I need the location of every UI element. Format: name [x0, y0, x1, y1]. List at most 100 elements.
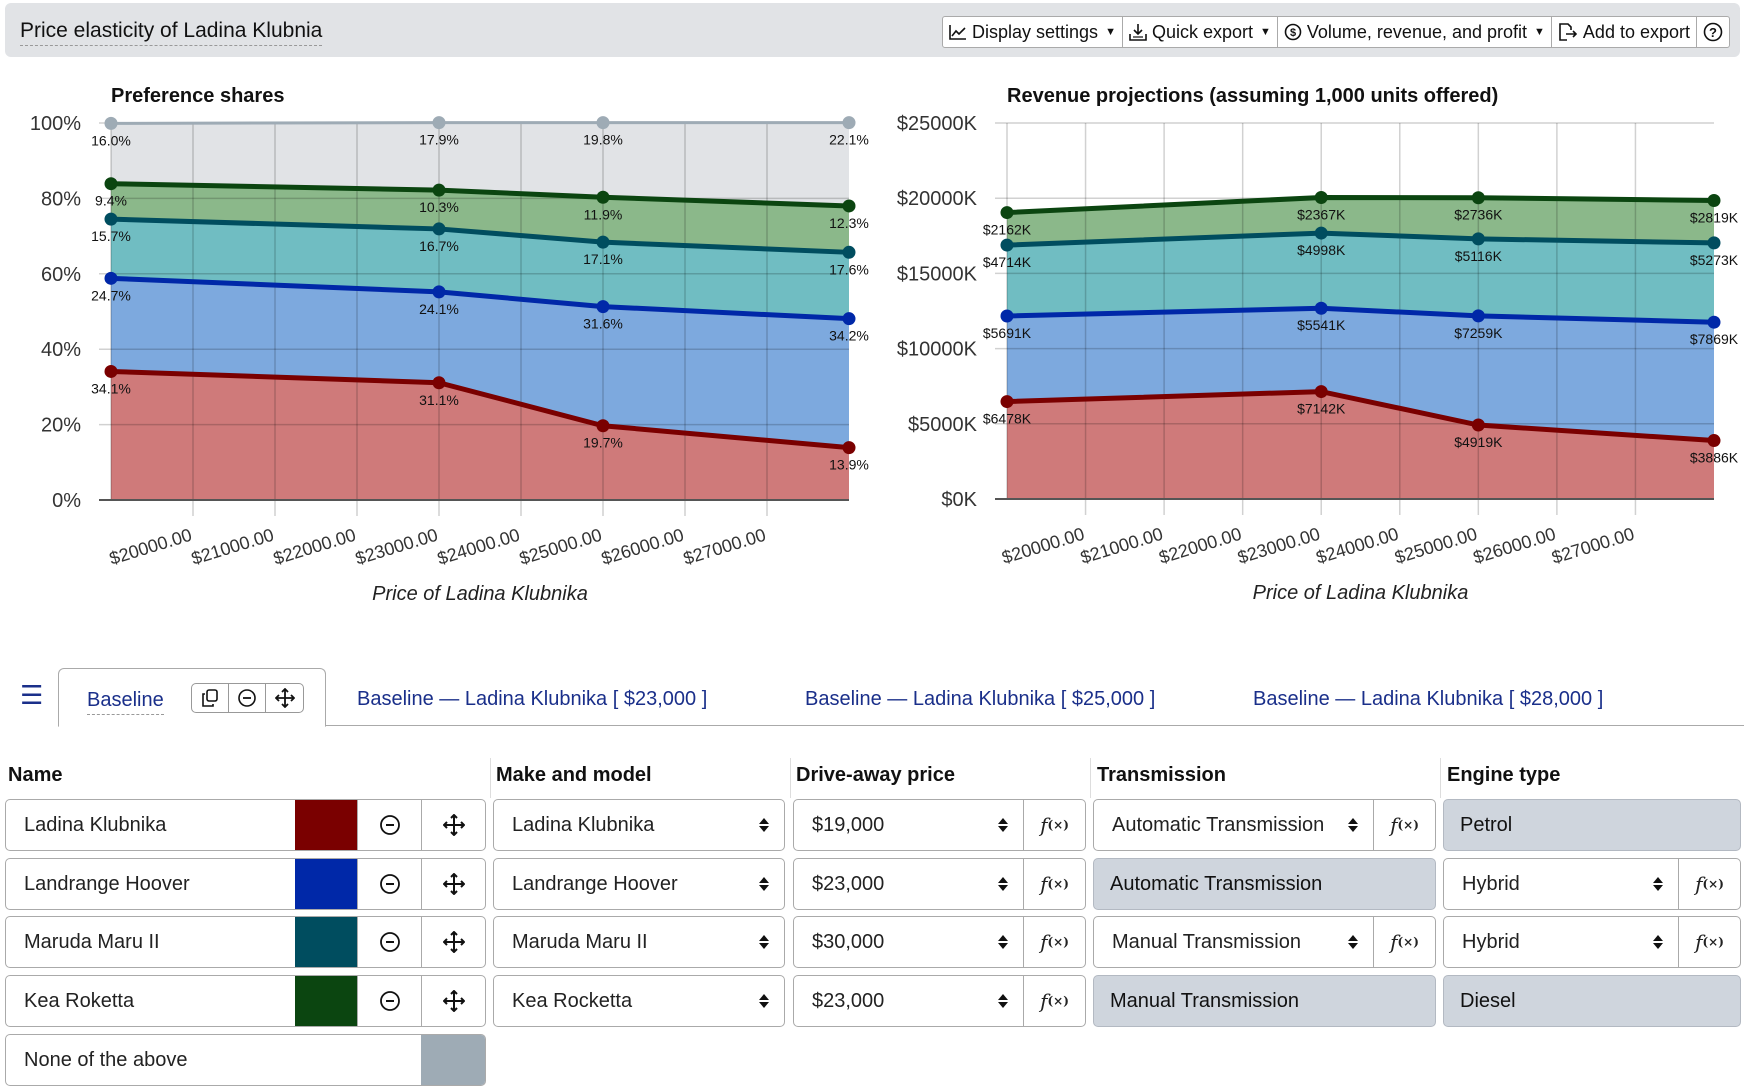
data-point-landrange[interactable] — [1471, 309, 1485, 323]
data-point-kea[interactable] — [1314, 190, 1328, 204]
data-point-kea[interactable] — [1471, 191, 1485, 205]
formula-button[interactable]: f (×) — [1373, 800, 1435, 850]
data-point-ladina[interactable] — [1707, 434, 1721, 448]
color-swatch[interactable] — [295, 800, 357, 850]
display-settings-button[interactable]: Display settings ▼ — [943, 17, 1123, 47]
color-swatch[interactable] — [295, 917, 357, 967]
help-button[interactable]: ? — [1697, 17, 1729, 47]
tab-baseline-label[interactable]: Baseline — [87, 689, 164, 715]
transmission-select[interactable]: Manual Transmission f (×) — [1093, 916, 1436, 968]
engine-select[interactable]: Hybrid f (×) — [1443, 916, 1741, 968]
data-point-kea[interactable] — [596, 190, 610, 204]
tab-price-25000[interactable]: Baseline — Ladina Klubnika [ $25,000 ] — [805, 688, 1156, 710]
data-point-ladina[interactable] — [842, 441, 856, 455]
data-point-ladina[interactable] — [1314, 385, 1328, 399]
remove-circle-icon[interactable] — [229, 684, 266, 712]
data-point-ladina[interactable] — [1000, 395, 1014, 409]
data-point-landrange[interactable] — [1314, 301, 1328, 315]
x-tick-label: $22000.00 — [271, 525, 358, 569]
duplicate-icon[interactable] — [192, 684, 229, 712]
data-point-maruda[interactable] — [842, 245, 856, 259]
transmission-select[interactable]: Automatic Transmission f (×) — [1093, 799, 1436, 851]
make-select[interactable]: Kea Rocketta — [493, 975, 785, 1027]
tab-baseline[interactable]: Baseline — [58, 668, 326, 727]
formula-button[interactable]: f (×) — [1678, 859, 1740, 909]
formula-button[interactable]: f (×) — [1023, 859, 1085, 909]
remove-row-button[interactable] — [357, 800, 421, 850]
data-label-kea: $2736K — [1454, 207, 1503, 223]
color-swatch[interactable] — [295, 859, 357, 909]
drag-row-handle[interactable] — [421, 859, 485, 909]
data-point-maruda[interactable] — [104, 212, 118, 226]
formula-button[interactable]: f (×) — [1023, 976, 1085, 1026]
name-input[interactable]: Kea Roketta — [24, 989, 135, 1012]
data-label-kea: 12.3% — [829, 215, 869, 231]
data-point-ladina[interactable] — [104, 364, 118, 378]
make-select[interactable]: Maruda Maru II — [493, 916, 785, 968]
quick-export-button[interactable]: Quick export ▼ — [1123, 17, 1278, 47]
select-arrows-icon — [744, 800, 784, 850]
data-point-none[interactable] — [596, 116, 610, 130]
tab-price-28000[interactable]: Baseline — Ladina Klubnika [ $28,000 ] — [1253, 688, 1604, 710]
remove-row-button[interactable] — [357, 976, 421, 1026]
data-point-maruda[interactable] — [1471, 232, 1485, 246]
data-point-landrange[interactable] — [104, 271, 118, 285]
data-label-landrange: $5691K — [983, 325, 1032, 341]
data-point-kea[interactable] — [104, 177, 118, 191]
formula-button[interactable]: f (×) — [1023, 800, 1085, 850]
menu-icon[interactable]: ☰ — [20, 680, 44, 710]
data-point-landrange[interactable] — [1707, 315, 1721, 329]
data-point-ladina[interactable] — [432, 376, 446, 390]
data-point-maruda[interactable] — [1314, 226, 1328, 240]
data-point-maruda[interactable] — [432, 222, 446, 236]
remove-row-button[interactable] — [357, 859, 421, 909]
price-select[interactable]: $19,000 f (×) — [793, 799, 1086, 851]
volume-revenue-profit-button[interactable]: $ Volume, revenue, and profit ▼ — [1278, 17, 1552, 47]
drag-row-handle[interactable] — [421, 917, 485, 967]
x-tick-label: $20000.00 — [107, 525, 194, 569]
color-swatch[interactable] — [295, 976, 357, 1026]
data-point-ladina[interactable] — [596, 419, 610, 433]
data-point-landrange[interactable] — [596, 300, 610, 314]
data-point-none[interactable] — [104, 116, 118, 130]
tab-tools — [191, 683, 304, 713]
data-point-kea[interactable] — [432, 183, 446, 197]
data-point-kea[interactable] — [1707, 194, 1721, 208]
price-select[interactable]: $23,000 f (×) — [793, 975, 1086, 1027]
formula-button[interactable]: f (×) — [1373, 917, 1435, 967]
name-input[interactable]: Landrange Hoover — [24, 872, 190, 895]
name-input[interactable]: Ladina Klubnika — [24, 813, 167, 836]
name-input[interactable]: Maruda Maru II — [24, 930, 160, 953]
data-point-maruda[interactable] — [1707, 236, 1721, 250]
engine-select[interactable]: Hybrid f (×) — [1443, 858, 1741, 910]
fx-label: f — [1695, 930, 1703, 954]
data-point-maruda[interactable] — [596, 235, 610, 249]
make-select[interactable]: Landrange Hoover — [493, 858, 785, 910]
add-to-export-button[interactable]: Add to export — [1552, 17, 1697, 47]
price-select[interactable]: $23,000 f (×) — [793, 858, 1086, 910]
none-of-the-above-label: None of the above — [24, 1048, 188, 1071]
make-select[interactable]: Ladina Klubnika — [493, 799, 785, 851]
data-point-maruda[interactable] — [1000, 238, 1014, 252]
drag-row-handle[interactable] — [421, 800, 485, 850]
data-point-ladina[interactable] — [1471, 418, 1485, 432]
data-point-kea[interactable] — [1000, 206, 1014, 220]
data-point-kea[interactable] — [842, 199, 856, 213]
price-select[interactable]: $30,000 f (×) — [793, 916, 1086, 968]
page-title[interactable]: Price elasticity of Ladina Klubnia — [20, 19, 323, 46]
data-point-none[interactable] — [842, 116, 856, 130]
data-point-landrange[interactable] — [842, 312, 856, 326]
drag-row-handle[interactable] — [421, 976, 485, 1026]
x-tick-label: $27000.00 — [1549, 524, 1636, 568]
tab-price-23000[interactable]: Baseline — Ladina Klubnika [ $23,000 ] — [357, 688, 708, 710]
data-point-none[interactable] — [432, 116, 446, 130]
data-label-landrange: $7259K — [1454, 325, 1503, 341]
move-icon[interactable] — [266, 684, 303, 712]
data-label-maruda: 15.7% — [91, 228, 131, 244]
remove-row-button[interactable] — [357, 917, 421, 967]
data-point-landrange[interactable] — [432, 285, 446, 299]
fx-sub: (×) — [1047, 994, 1069, 1008]
formula-button[interactable]: f (×) — [1023, 917, 1085, 967]
data-point-landrange[interactable] — [1000, 309, 1014, 323]
formula-button[interactable]: f (×) — [1678, 917, 1740, 967]
